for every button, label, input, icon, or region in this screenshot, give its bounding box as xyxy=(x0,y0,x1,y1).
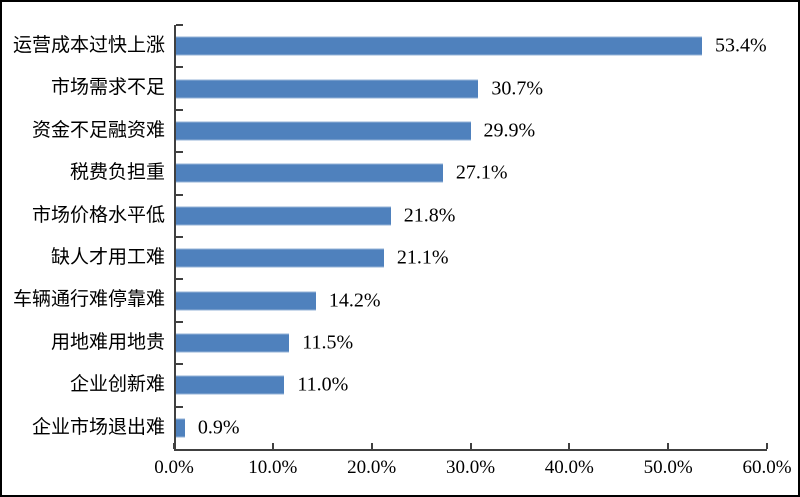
y-axis-tick xyxy=(176,151,183,154)
plot-rows: 运营成本过快上涨 53.4% 市场需求不足 30.7% 资金不足融资难 29.9… xyxy=(2,24,767,449)
value-label: 0.9% xyxy=(197,416,240,439)
x-axis-tick xyxy=(370,443,373,449)
y-axis-tick xyxy=(176,66,183,69)
bar-row: 运营成本过快上涨 53.4% xyxy=(2,24,767,68)
bar xyxy=(176,163,443,183)
x-tick-label: 10.0% xyxy=(248,457,298,478)
bar-row: 税费负担重 27.1% xyxy=(2,151,767,195)
bar-track: 53.4% xyxy=(174,24,767,68)
value-label: 29.9% xyxy=(483,119,536,142)
category-label: 运营成本过快上涨 xyxy=(12,35,165,56)
x-tick-label: 0.0% xyxy=(154,457,194,478)
category-label: 企业创新难 xyxy=(69,374,165,396)
y-axis-tick xyxy=(176,193,183,196)
x-axis-tick xyxy=(667,443,670,449)
bar xyxy=(176,36,702,56)
x-axis-tick xyxy=(766,443,768,449)
category-label: 税费负担重 xyxy=(69,162,165,184)
bar-track: 11.0% xyxy=(174,363,767,407)
bar-row: 缺人才用工难 21.1% xyxy=(2,235,767,280)
value-label: 14.2% xyxy=(328,289,381,312)
x-tick-label: 50.0% xyxy=(643,457,693,478)
value-label: 11.5% xyxy=(302,331,354,354)
bar-track: 14.2% xyxy=(174,278,767,322)
x-tick-label: 30.0% xyxy=(445,457,496,478)
bar xyxy=(176,206,391,226)
category-label: 用地难用地贵 xyxy=(50,331,165,353)
bar-track: 21.8% xyxy=(174,193,767,237)
bar xyxy=(176,121,471,141)
bar xyxy=(176,418,185,438)
bar-track: 29.9% xyxy=(174,108,767,153)
bar-track: 21.1% xyxy=(174,235,767,280)
x-axis-line xyxy=(173,443,768,451)
category-label: 市场价格水平低 xyxy=(31,204,165,226)
bar-row: 车辆通行难停靠难 14.2% xyxy=(2,278,767,322)
x-axis-tick xyxy=(568,443,571,449)
x-axis-tick xyxy=(271,443,274,449)
bar xyxy=(176,333,290,353)
value-label: 30.7% xyxy=(491,77,544,100)
bar xyxy=(176,79,479,99)
category-label: 市场需求不足 xyxy=(50,77,165,99)
bar xyxy=(176,291,316,311)
value-label: 53.4% xyxy=(714,34,767,57)
category-label: 企业市场退出难 xyxy=(31,416,165,438)
y-axis-tick xyxy=(176,108,183,111)
x-tick-label: 60.0% xyxy=(742,457,792,478)
y-axis-tick xyxy=(176,363,183,366)
y-axis-tick xyxy=(176,24,183,26)
y-axis-tick xyxy=(176,278,183,281)
bar-track: 11.5% xyxy=(174,320,767,365)
value-label: 11.0% xyxy=(297,373,349,396)
y-axis-tick xyxy=(176,405,183,408)
bar-track: 0.9% xyxy=(174,405,767,449)
y-axis-tick xyxy=(176,235,183,238)
bar xyxy=(176,375,285,395)
value-label: 21.8% xyxy=(403,204,456,227)
x-axis-tick xyxy=(469,443,472,449)
x-tick-label: 20.0% xyxy=(347,457,397,478)
category-label: 车辆通行难停靠难 xyxy=(12,289,165,311)
bar-track: 30.7% xyxy=(174,66,767,110)
bar-track: 27.1% xyxy=(174,151,767,195)
value-label: 27.1% xyxy=(455,161,508,184)
bar-row: 企业市场退出难 0.9% xyxy=(2,405,767,449)
bar-row: 市场需求不足 30.7% xyxy=(2,66,767,110)
x-axis-tick xyxy=(173,443,175,449)
bar-row: 企业创新难 11.0% xyxy=(2,363,767,407)
x-axis-labels: 0.0% 10.0% 20.0% 30.0% 40.0% 50.0% 60.0% xyxy=(2,457,798,485)
category-label: 资金不足融资难 xyxy=(31,119,165,141)
x-tick-label: 40.0% xyxy=(544,457,594,478)
y-axis-tick xyxy=(176,320,183,323)
bar-row: 资金不足融资难 29.9% xyxy=(2,108,767,153)
value-label: 21.1% xyxy=(396,246,449,269)
bar-row: 市场价格水平低 21.8% xyxy=(2,193,767,237)
bar xyxy=(176,248,384,268)
bar-row: 用地难用地贵 11.5% xyxy=(2,320,767,365)
category-label: 缺人才用工难 xyxy=(50,246,165,268)
